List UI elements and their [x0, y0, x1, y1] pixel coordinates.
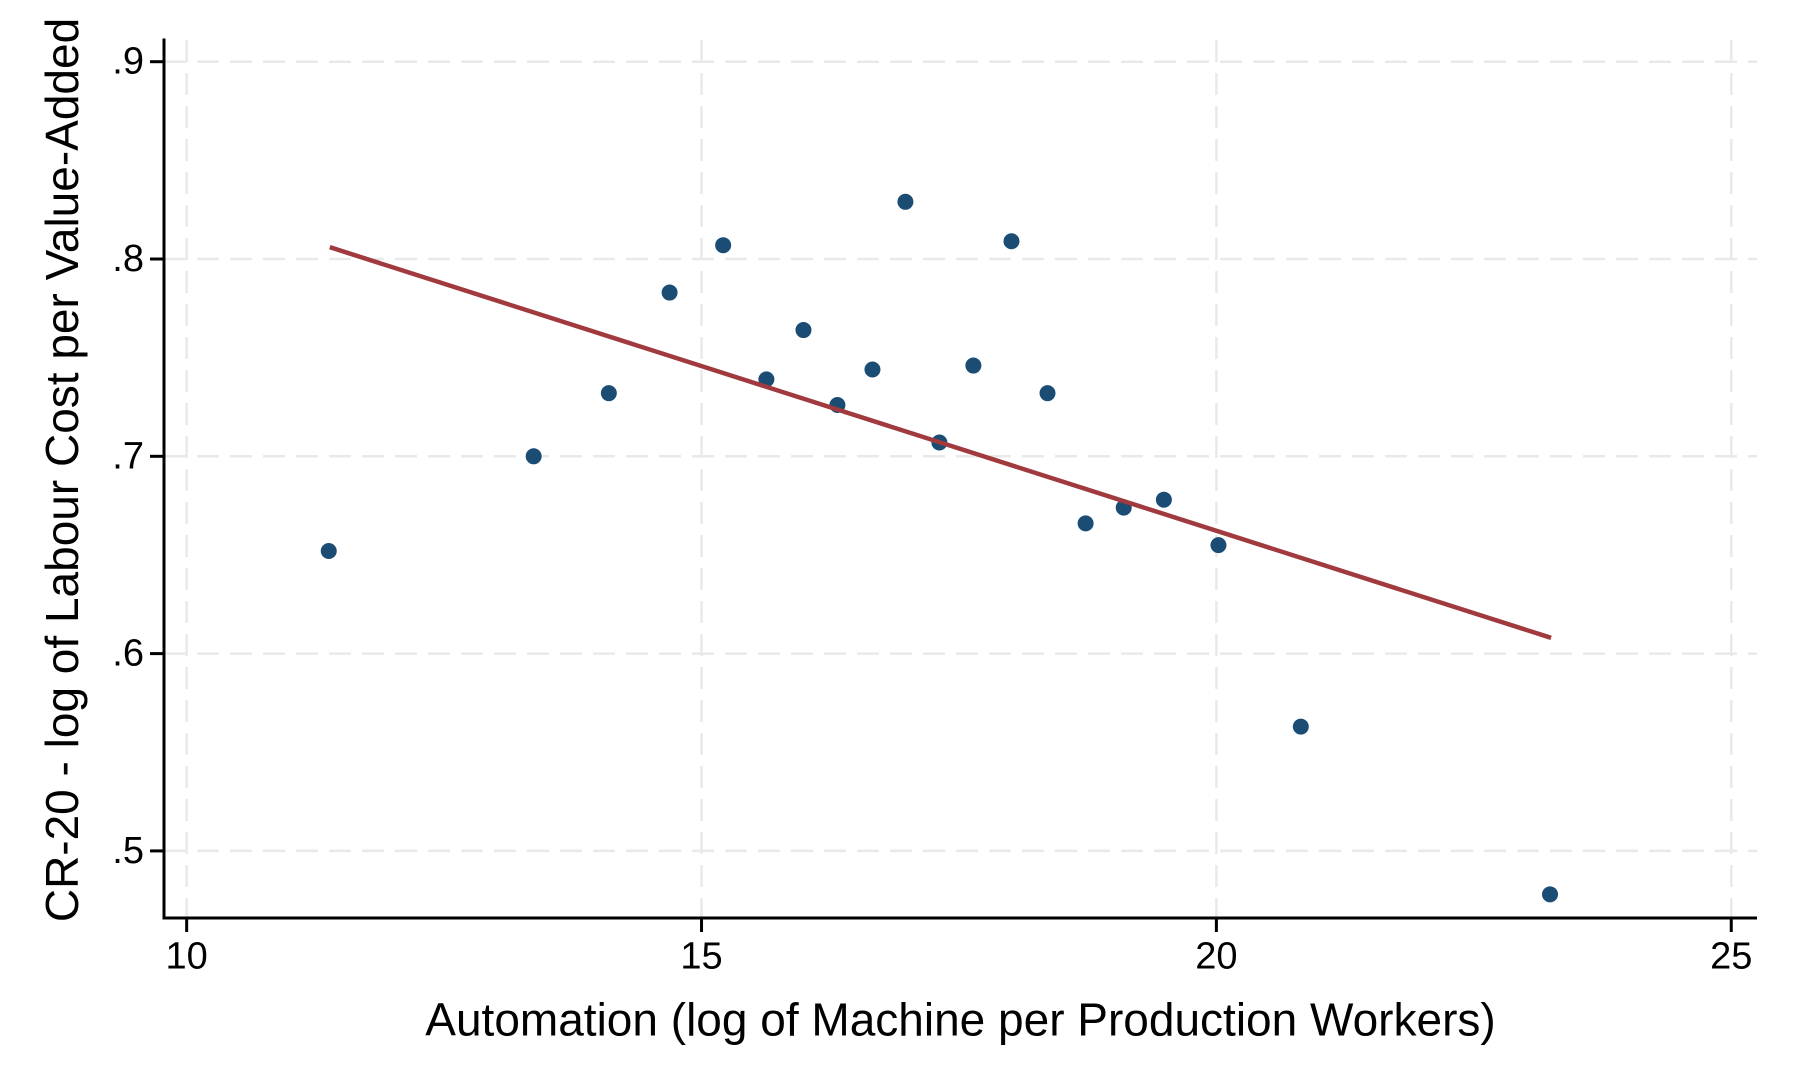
scatter-point	[1003, 233, 1020, 250]
y-axis-title: CR-20 - log of Labour Cost per Value-Add…	[36, 18, 88, 922]
scatter-points	[320, 193, 1559, 903]
scatter-point	[1542, 886, 1559, 903]
gridlines	[164, 40, 1757, 918]
scatter-point	[795, 322, 812, 339]
y-tick-label: .7	[112, 435, 144, 477]
scatter-point	[600, 385, 617, 402]
scatter-point	[864, 361, 881, 378]
scatter-point	[1039, 385, 1056, 402]
x-tick-label: 20	[1195, 935, 1237, 977]
scatter-point	[661, 284, 678, 301]
x-tick-label: 10	[166, 935, 208, 977]
x-axis-title: Automation (log of Machine per Productio…	[425, 994, 1495, 1046]
fit-line	[329, 245, 1552, 640]
scatter-point	[320, 543, 337, 560]
y-tick-label: .9	[112, 41, 144, 83]
y-tick-label: .8	[112, 238, 144, 280]
scatter-point	[525, 448, 542, 465]
x-tick-label: 15	[680, 935, 722, 977]
x-tick-label: 25	[1710, 935, 1752, 977]
y-tick-label: .5	[112, 830, 144, 872]
scatter-point	[715, 237, 732, 254]
scatter-point	[965, 357, 982, 374]
axis-tick-labels: 10 15 20 25 .5 .6 .7 .8 .9	[112, 41, 1752, 978]
scatter-point	[1077, 515, 1094, 532]
axis-ticks	[150, 60, 1733, 932]
fit-line-group	[329, 245, 1552, 640]
scatter-point	[1155, 491, 1172, 508]
scatter-point	[897, 193, 914, 210]
scatter-point	[1292, 718, 1309, 735]
axes	[162, 38, 1757, 920]
scatter-point	[1210, 537, 1227, 554]
y-tick-label: .6	[112, 633, 144, 675]
